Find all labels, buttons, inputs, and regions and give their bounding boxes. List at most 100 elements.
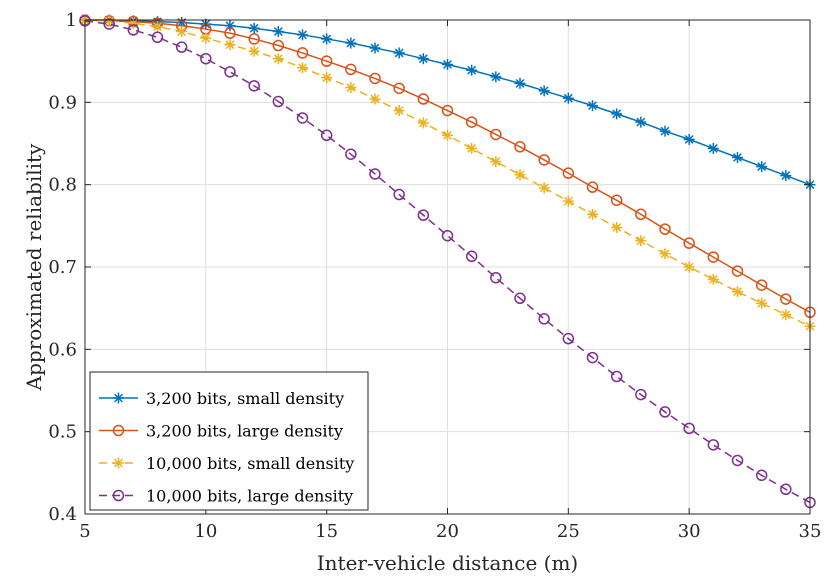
x-tick-label: 25 [557,521,580,542]
series-2-point [490,128,502,141]
x-tick-label: 35 [799,521,822,542]
y-tick-label: 0.4 [48,504,77,525]
x-tick-label: 5 [79,521,90,542]
legend-label: 3,200 bits, large density [146,422,343,441]
series-4-point [224,66,236,78]
series-1-point [393,47,405,59]
series-2-point [272,39,285,52]
series-4-point [272,95,285,108]
series-1-point [272,26,284,38]
series-2-point [369,72,381,85]
series-3-point [756,297,768,309]
series-3-point [490,156,502,168]
series-1-point [587,100,598,112]
series-2-point [586,181,599,193]
series-4-point [586,351,599,364]
series-2-line [84,19,811,313]
series-2-point [610,194,623,207]
series-3-point [514,169,526,181]
series-4-point [345,148,357,160]
series-1-point [732,151,743,163]
series-4-point [103,18,115,30]
x-tick-label: 15 [315,521,338,542]
series-2-point [707,251,720,263]
series-3-point [272,53,284,65]
series-3-point [635,235,647,247]
series-1-point [345,37,357,49]
y-axis-label: Approximated reliability [22,143,46,391]
series-3-point [611,221,623,233]
series-3-point [297,62,308,74]
series-2-point [562,167,575,179]
x-axis-label: Inter-vehicle distance (m) [317,551,578,575]
legend-entry-1: 3,200 bits, small density [99,389,344,408]
series-3 [79,14,816,332]
series-2-point [441,104,454,117]
y-tick-label: 1 [66,10,77,31]
series-2-point [755,279,768,291]
series-1-point [514,77,526,89]
series-3-point [587,208,598,220]
series-4-point [610,370,623,383]
legend-entry-4: 10,000 bits, large density [99,487,353,506]
series-3-point [417,117,429,129]
series-4 [79,15,816,509]
series-2-point [635,208,647,221]
series-3-point [442,129,453,141]
series-1-point [707,142,719,154]
series-4-point [127,24,140,36]
series-4-point [707,439,720,451]
series-3-point [732,286,743,298]
series-1-point [369,42,381,54]
legend-box [89,371,369,511]
series-3-point [562,195,574,207]
series-3-point [466,142,478,154]
series-4-point [465,250,478,263]
series-4-point [393,188,405,201]
legend-entry-2: 3,200 bits, large density [99,422,343,441]
series-4-point [659,406,671,418]
series-4-point [562,332,575,345]
y-tick-label: 0.9 [48,92,77,113]
series-2-point [248,33,260,45]
series-4-point [538,313,550,325]
legend-marker [112,489,125,502]
series-2-point [417,93,430,105]
series-4-point [151,31,164,44]
series-3-point [345,82,357,94]
series-2-point [731,265,744,277]
series-3-point [707,273,719,285]
series-1-point [490,71,502,83]
series-3-point [369,93,381,105]
series-2-point [224,27,236,39]
series-2-point [345,63,357,76]
y-tick-label: 0.7 [48,257,77,278]
series-2-point [514,141,526,153]
series-4-point [441,229,454,242]
series-1-point [659,125,671,137]
y-tick-label: 0.6 [48,339,77,360]
series-1-point [538,85,550,97]
series-3-point [248,45,260,57]
series-2-point [538,154,550,166]
legend-label: 3,200 bits, small density [146,389,344,408]
series-1-point [248,22,260,34]
x-tick-label: 10 [194,521,217,542]
y-tick-label: 0.5 [48,422,77,443]
series-1-point [297,29,308,41]
legend: 3,200 bits, small density 3,200 bits, lar… [89,371,369,511]
series-3-point [321,72,333,84]
series-2-point [296,47,309,59]
series-3-point [659,248,671,260]
series-4-point [755,469,768,482]
series-4-point [683,422,695,435]
series-4-point [490,271,502,284]
legend-label: 10,000 bits, large density [146,487,353,506]
series-2-point [393,82,405,95]
legend-marker [113,457,124,469]
series-3-point [152,21,163,33]
legend-marker [113,392,124,404]
x-tick-label: 30 [678,521,701,542]
series-1-point [683,133,695,145]
